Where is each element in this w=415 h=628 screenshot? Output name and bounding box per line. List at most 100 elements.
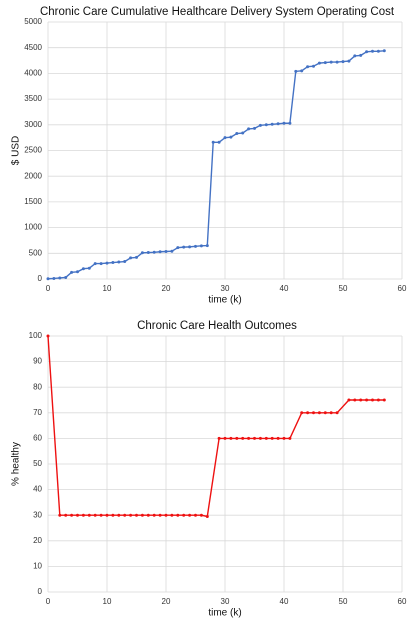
point [93,513,97,517]
point [105,261,109,265]
point [158,513,162,517]
point [282,436,286,440]
point [317,411,321,415]
x-tick-label: 20 [162,597,171,606]
y-tick-label: 2500 [24,146,42,155]
y-tick-label: 3500 [24,94,42,103]
point [235,436,239,440]
point [152,250,156,254]
point [276,122,280,126]
x-tick-label: 10 [103,284,112,293]
point [276,436,280,440]
point [258,436,262,440]
point [371,49,374,53]
point [382,49,386,53]
point [140,251,144,255]
point [176,513,180,517]
y-tick-label: 0 [38,587,43,596]
point [323,411,327,415]
point [205,244,209,248]
point [382,398,386,402]
point [182,245,186,249]
point [182,513,186,517]
point [129,256,133,260]
point [376,398,380,402]
point [70,513,74,517]
point [117,260,121,264]
point [99,513,103,517]
y-tick-label: 5000 [24,17,42,26]
point [135,255,138,259]
point [76,270,79,274]
point [312,411,315,415]
x-tick-label: 60 [398,597,407,606]
y-tick-label: 10 [33,562,42,571]
point [205,514,209,518]
point [270,436,274,440]
point [223,436,227,440]
point [87,513,91,517]
point [164,513,168,517]
point [241,436,245,440]
series-line [47,50,385,280]
point [194,513,197,517]
point [335,60,339,64]
y-tick-label: 20 [33,536,42,545]
y-tick-label: 30 [33,510,42,519]
point [329,411,333,415]
point [371,398,374,402]
y-tick-label: 500 [29,248,43,257]
point [164,250,168,254]
y-tick-label: 4500 [24,43,42,52]
y-tick-label: 100 [29,331,43,340]
point [176,246,180,250]
chart-title: Chronic Care Cumulative Healthcare Deliv… [40,6,395,18]
point [247,436,251,440]
point [111,513,115,517]
point [288,436,292,440]
y-tick-label: 0 [38,274,43,283]
point [76,513,79,517]
x-tick-label: 0 [46,284,51,293]
point [264,123,268,127]
point [300,69,304,73]
x-tick-label: 50 [339,284,348,293]
point [253,126,256,130]
point [329,60,333,64]
point [294,69,298,73]
point [217,436,221,440]
point [129,513,133,517]
point [341,60,345,64]
point [217,140,221,144]
y-tick-label: 70 [33,408,42,417]
x-tick-label: 10 [103,597,112,606]
point [52,276,56,280]
point [93,262,97,266]
point [258,123,262,127]
y-axis-label: $ USD [11,136,22,165]
point [199,513,203,517]
point [253,436,256,440]
point [347,59,351,63]
point [123,260,127,264]
point [194,244,197,248]
x-tick-label: 60 [398,284,407,293]
point [365,50,369,54]
y-tick-label: 60 [33,434,42,443]
point [123,513,127,517]
x-axis-label: time (k) [208,295,241,306]
y-tick-label: 80 [33,382,42,391]
point [359,398,363,402]
point [70,270,74,274]
x-axis-label: time (k) [208,608,241,619]
point [312,64,315,68]
x-tick-label: 20 [162,284,171,293]
y-tick-label: 2000 [24,171,42,180]
y-tick-label: 90 [33,357,42,366]
point [376,49,380,53]
point [247,127,251,131]
point [188,513,192,517]
point [188,245,192,249]
point [46,334,50,338]
